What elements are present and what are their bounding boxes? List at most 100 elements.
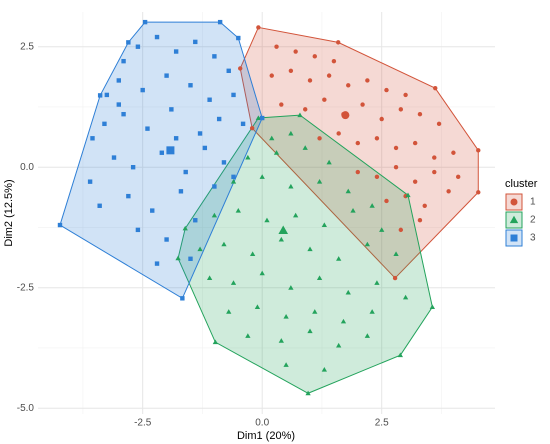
- point: [240, 121, 246, 127]
- point: [140, 87, 145, 93]
- point: [326, 159, 332, 165]
- point: [283, 362, 289, 367]
- point: [398, 227, 404, 233]
- point: [340, 318, 347, 324]
- point: [231, 174, 236, 180]
- point: [142, 19, 148, 25]
- point: [183, 169, 188, 175]
- legend-marker: [510, 198, 518, 206]
- point: [135, 227, 141, 233]
- point: [226, 68, 231, 74]
- point: [446, 189, 451, 194]
- point: [422, 203, 427, 208]
- point: [288, 130, 294, 136]
- point: [307, 78, 313, 83]
- point: [288, 183, 294, 189]
- point: [432, 155, 437, 160]
- point: [173, 49, 179, 54]
- point: [321, 222, 327, 228]
- x-tick-label: -2.5: [134, 418, 152, 429]
- point: [417, 111, 423, 117]
- point: [336, 342, 342, 348]
- point: [97, 93, 103, 98]
- point: [164, 73, 169, 78]
- point: [256, 25, 261, 30]
- point: [293, 49, 298, 54]
- point: [364, 241, 371, 247]
- point: [297, 112, 303, 118]
- point: [231, 92, 236, 98]
- point: [429, 304, 436, 309]
- point: [312, 54, 317, 59]
- point: [104, 92, 110, 98]
- point: [402, 294, 409, 300]
- point: [403, 92, 408, 98]
- point: [180, 296, 185, 301]
- point: [193, 218, 198, 223]
- point: [345, 289, 351, 295]
- point: [379, 116, 384, 122]
- point: [121, 58, 126, 64]
- point: [150, 208, 155, 213]
- point: [369, 309, 375, 314]
- point: [269, 135, 275, 141]
- point: [116, 78, 121, 83]
- point: [278, 338, 284, 343]
- point: [269, 73, 274, 78]
- cluster-center: [278, 225, 289, 234]
- point: [436, 121, 442, 127]
- point: [374, 280, 380, 285]
- legend-label: 3: [530, 233, 536, 244]
- point: [305, 390, 311, 396]
- point: [360, 102, 365, 107]
- point: [288, 68, 294, 74]
- x-axis-title: Dim1 (20%): [237, 430, 295, 442]
- point: [249, 251, 256, 256]
- point: [193, 39, 198, 45]
- point: [116, 102, 121, 107]
- point: [346, 83, 351, 88]
- point: [476, 190, 481, 195]
- point: [393, 251, 399, 256]
- point: [188, 256, 193, 261]
- point: [336, 256, 342, 261]
- point: [164, 237, 169, 242]
- point: [212, 184, 217, 189]
- point: [212, 339, 218, 345]
- point: [451, 150, 456, 155]
- point: [273, 150, 280, 155]
- point: [316, 275, 323, 281]
- point: [169, 107, 174, 112]
- x-tick-label: 0.0: [255, 418, 269, 429]
- y-tick-label: -2.5: [17, 282, 35, 293]
- point: [392, 275, 398, 281]
- point: [207, 97, 212, 102]
- point: [197, 131, 203, 136]
- point: [245, 333, 251, 338]
- point: [316, 179, 323, 184]
- point: [412, 179, 418, 184]
- point: [259, 174, 265, 179]
- point: [384, 87, 389, 93]
- point: [206, 275, 213, 281]
- point: [111, 155, 117, 160]
- point: [254, 304, 261, 309]
- point: [188, 83, 193, 88]
- y-axis-title: Dim2 (12.5%): [3, 179, 15, 246]
- point: [393, 145, 399, 151]
- point: [126, 193, 131, 199]
- point: [412, 140, 418, 146]
- point: [249, 125, 255, 131]
- point: [279, 102, 284, 107]
- point: [230, 179, 237, 184]
- point: [255, 115, 262, 121]
- point: [365, 78, 370, 83]
- legend-label: 1: [530, 197, 536, 208]
- point: [226, 309, 232, 314]
- point: [326, 73, 332, 78]
- point: [236, 35, 241, 41]
- legend-marker: [510, 234, 518, 242]
- x-tick-label: 2.5: [375, 418, 389, 429]
- point: [178, 189, 184, 194]
